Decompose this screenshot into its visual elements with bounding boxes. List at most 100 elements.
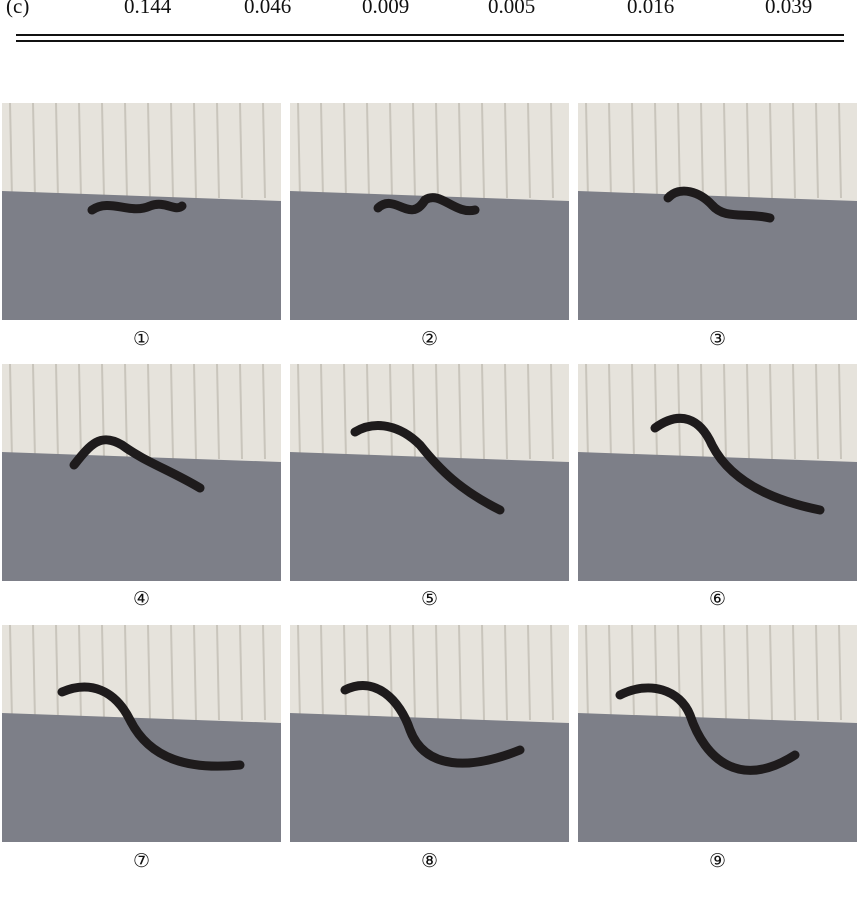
robot-chain [57, 682, 245, 771]
curtain-fold [435, 364, 439, 460]
curtain-fold [792, 364, 796, 460]
curtain-fold [366, 103, 370, 199]
curtain-fold [585, 625, 589, 721]
table-cell: 0.009 [362, 0, 410, 18]
curtain-fold [216, 103, 220, 199]
curtain-fold [147, 625, 151, 721]
curtain-wall [578, 625, 857, 725]
curtain-fold [746, 625, 750, 721]
curtain-fold [458, 364, 462, 460]
robot-chain [650, 413, 825, 515]
robot-chain [350, 421, 505, 515]
curtain-fold [608, 625, 612, 721]
curtain-fold [631, 103, 635, 199]
curtain-fold [343, 103, 347, 199]
photo-frame [578, 364, 857, 581]
curtain-fold [504, 103, 508, 199]
floor [578, 191, 857, 320]
curtain-fold [78, 625, 82, 721]
curtain-wall [290, 103, 569, 203]
curtain-fold [723, 625, 727, 721]
curtain-fold [608, 364, 612, 460]
curtain-fold [193, 625, 197, 721]
curtain-fold [815, 103, 819, 199]
floor [2, 713, 281, 842]
photo-frame [2, 103, 281, 320]
curtain-wall [2, 625, 281, 725]
curtain-fold [32, 364, 36, 460]
curtain-fold [677, 103, 681, 199]
photo-image [578, 103, 857, 320]
frame-label: ② [420, 328, 439, 350]
curtain-fold [389, 364, 393, 460]
curtain-fold [769, 103, 773, 199]
robot-chain [615, 683, 800, 775]
curtain-fold [239, 364, 243, 460]
curtain-fold [101, 103, 105, 199]
curtain-fold [9, 625, 13, 721]
photo-image [290, 625, 569, 842]
curtain-fold [700, 103, 704, 199]
photo-image [290, 103, 569, 320]
curtain-fold [585, 103, 589, 199]
curtain-fold [700, 625, 704, 721]
curtain-fold [838, 103, 842, 199]
curtain-fold [389, 103, 393, 199]
robot-chain [87, 199, 187, 215]
curtain-wall [578, 103, 857, 203]
photo-image [2, 625, 281, 842]
table-bottom-rule [16, 34, 844, 36]
curtain-fold [585, 364, 589, 460]
curtain-wall [2, 364, 281, 464]
photo-frame [2, 625, 281, 842]
frame-label: ⑥ [708, 588, 727, 610]
curtain-fold [838, 625, 842, 721]
curtain-fold [366, 625, 370, 721]
frame-label: ① [132, 328, 151, 350]
curtain-fold [124, 103, 128, 199]
robot-chain [69, 435, 205, 493]
robot-chain [373, 193, 480, 216]
table-bottom-rule-double [16, 40, 844, 42]
curtain-fold [723, 364, 727, 460]
curtain-fold [343, 625, 347, 721]
curtain-fold [550, 103, 554, 199]
photo-image [2, 364, 281, 581]
photo-image [2, 103, 281, 320]
curtain-fold [792, 625, 796, 721]
curtain-fold [527, 364, 531, 460]
curtain-fold [654, 625, 658, 721]
curtain-fold [815, 625, 819, 721]
frame-label: ⑤ [420, 588, 439, 610]
table-cell: (c) [6, 0, 30, 18]
curtain-fold [262, 103, 266, 199]
curtain-fold [769, 625, 773, 721]
photo-frame [578, 625, 857, 842]
curtain-fold [746, 103, 750, 199]
photo-frame [290, 625, 569, 842]
curtain-fold [170, 625, 174, 721]
floor [578, 713, 857, 842]
photo-frame [290, 364, 569, 581]
curtain-fold [193, 103, 197, 199]
curtain-fold [677, 364, 681, 460]
floor [578, 452, 857, 581]
curtain-fold [32, 625, 36, 721]
curtain-fold [262, 625, 266, 721]
robot-chain [663, 186, 775, 223]
curtain-fold [412, 625, 416, 721]
curtain-fold [55, 625, 59, 721]
curtain-fold [631, 364, 635, 460]
curtain-fold [792, 103, 796, 199]
curtain-fold [297, 103, 301, 199]
curtain-fold [343, 364, 347, 460]
floor [290, 713, 569, 842]
curtain-fold [32, 103, 36, 199]
curtain-fold [700, 364, 704, 460]
frame-label: ⑧ [420, 850, 439, 872]
curtain-fold [746, 364, 750, 460]
frame-label: ⑨ [708, 850, 727, 872]
curtain-fold [320, 103, 324, 199]
curtain-fold [527, 103, 531, 199]
curtain-fold [216, 364, 220, 460]
